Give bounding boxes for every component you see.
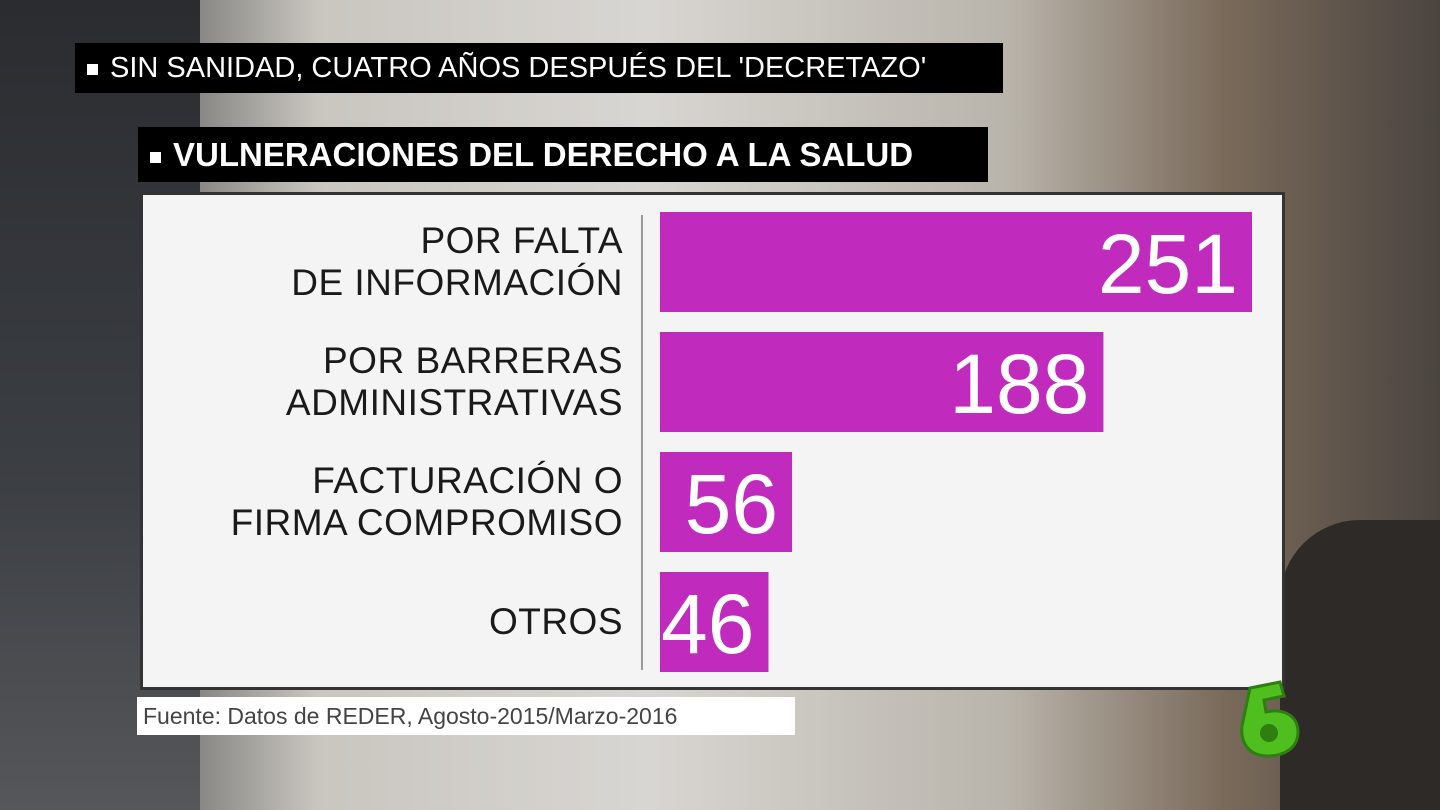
chart-title-box: VULNERACIONES DEL DERECHO A LA SALUD bbox=[138, 127, 988, 182]
value-label: 56 bbox=[685, 457, 778, 551]
value-label: 46 bbox=[661, 577, 754, 671]
top-banner: SIN SANIDAD, CUATRO AÑOS DESPUÉS DEL 'DE… bbox=[75, 43, 1003, 93]
category-label: FACTURACIÓN O FIRMA COMPROMISO bbox=[230, 460, 623, 543]
bar bbox=[660, 452, 793, 552]
value-label: 188 bbox=[949, 337, 1089, 431]
background bbox=[1280, 520, 1440, 810]
category-label: POR BARRERAS ADMINISTRATIVAS bbox=[285, 340, 623, 423]
channel-logo bbox=[1240, 680, 1300, 758]
source: Fuente: Datos de REDER, Agosto-2015/Marz… bbox=[137, 697, 795, 735]
bar bbox=[660, 212, 1252, 312]
bar bbox=[660, 332, 1104, 432]
chart-title: VULNERACIONES DEL DERECHO A LA SALUD bbox=[173, 136, 914, 173]
value-label: 251 bbox=[1098, 217, 1238, 311]
category-label: POR FALTA DE INFORMACIÓN bbox=[291, 220, 623, 303]
bar bbox=[660, 572, 769, 672]
banner-text: SIN SANIDAD, CUATRO AÑOS DESPUÉS DEL 'DE… bbox=[110, 52, 927, 84]
category-label: OTROS bbox=[488, 601, 623, 642]
